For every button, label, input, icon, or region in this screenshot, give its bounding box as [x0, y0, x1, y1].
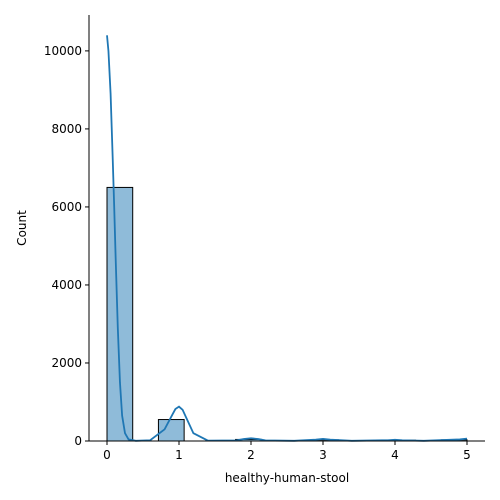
- x-tick-label: 1: [175, 448, 183, 462]
- y-tick-label: 10000: [44, 44, 82, 58]
- x-tick-label: 2: [247, 448, 255, 462]
- bar: [106, 186, 134, 442]
- y-tick-label: 2000: [51, 356, 82, 370]
- x-axis-label: healthy-human-stool: [225, 471, 349, 485]
- x-tick-label: 5: [463, 448, 471, 462]
- x-tick-label: 4: [391, 448, 399, 462]
- x-tick-label: 3: [319, 448, 327, 462]
- y-tick-label: 6000: [51, 200, 82, 214]
- y-tick-label: 4000: [51, 278, 82, 292]
- kde-line: [106, 35, 468, 442]
- x-tick-label: 0: [103, 448, 111, 462]
- y-tick-label: 0: [74, 434, 82, 448]
- y-tick-label: 8000: [51, 122, 82, 136]
- y-axis-label: Count: [15, 210, 29, 246]
